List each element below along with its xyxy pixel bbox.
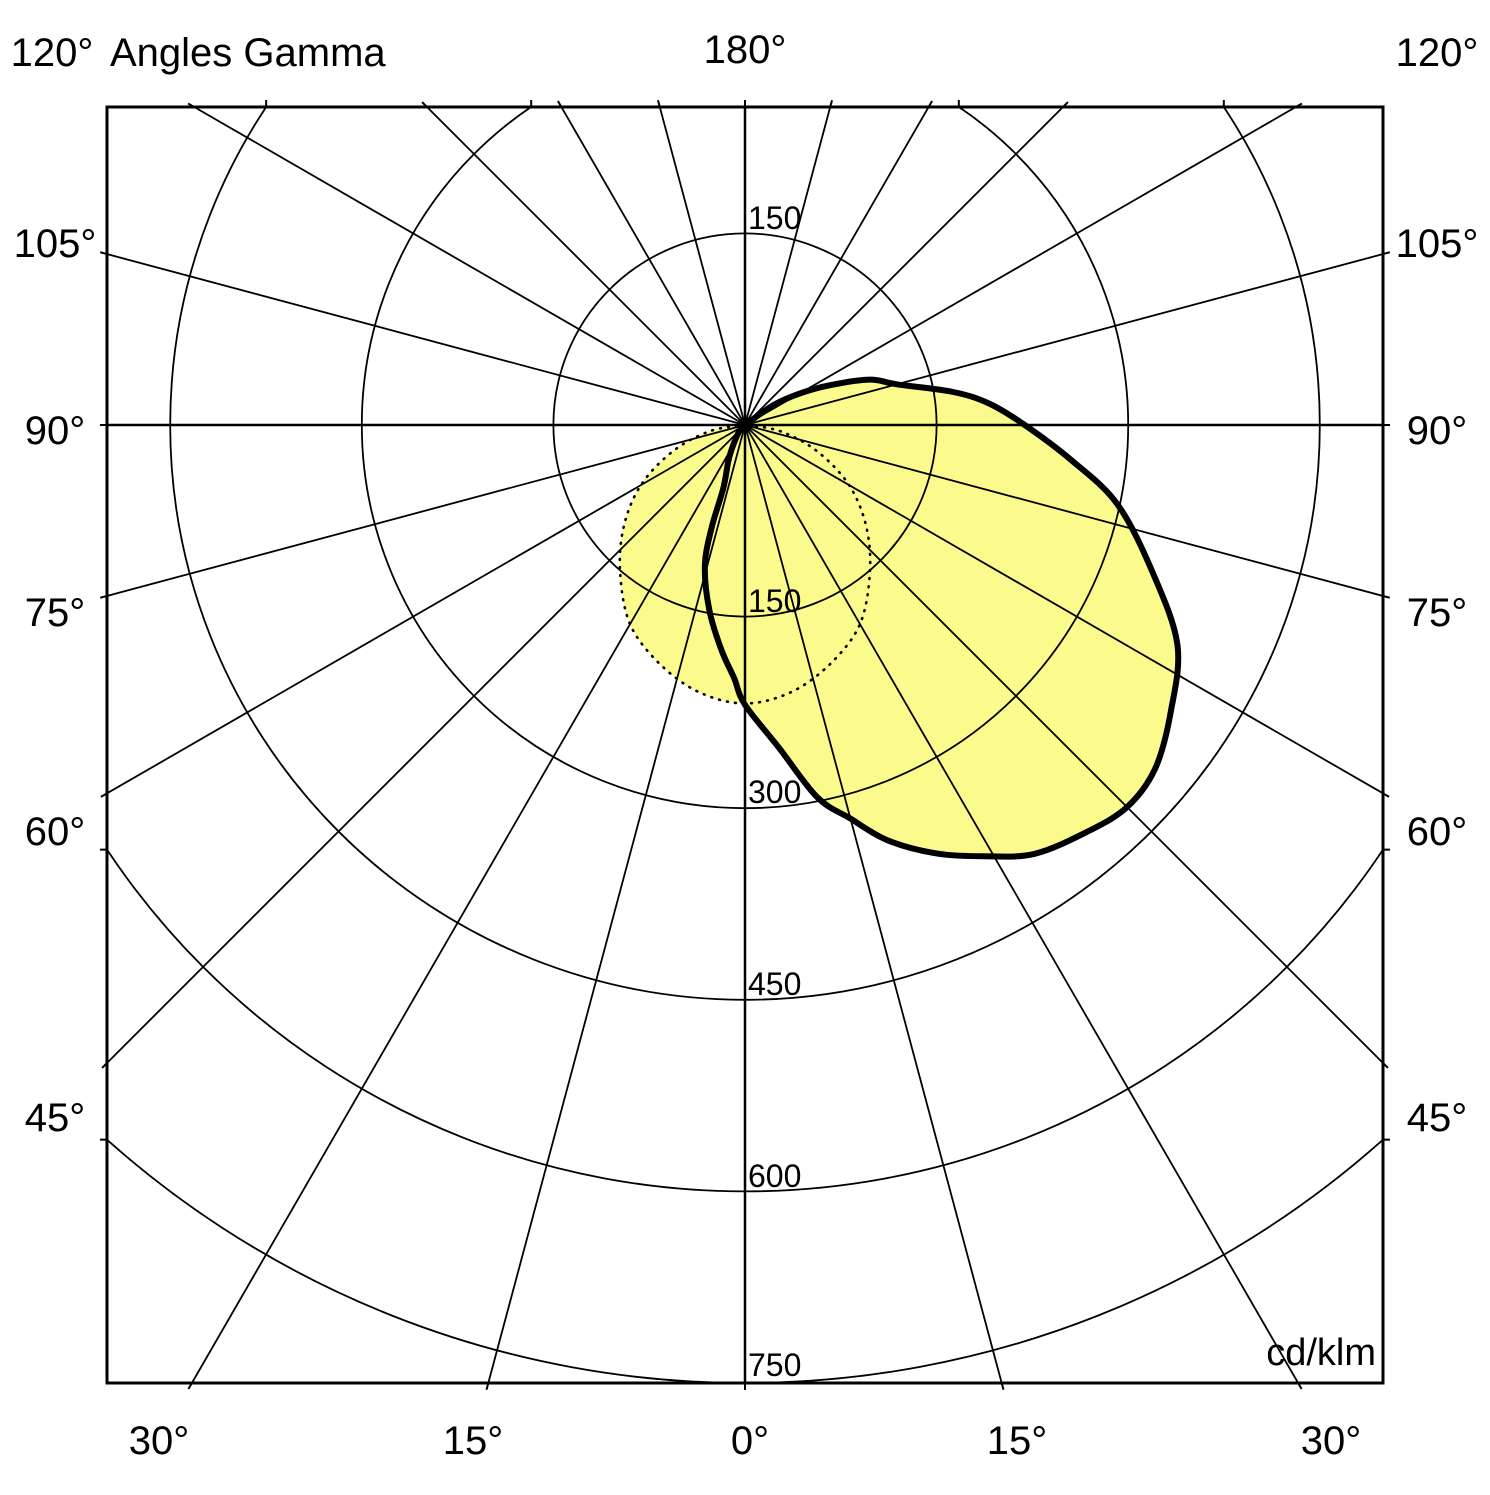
- gamma-grid-line-300: [107, 424, 746, 795]
- gamma-label-left-60: 60°: [25, 810, 86, 854]
- chart-frame: [105, 105, 1385, 1385]
- gamma-grid-line-45: [744, 424, 1383, 1064]
- gamma-grid-line-30: [744, 424, 1299, 1383]
- gamma-label-right-45: 45°: [1407, 1096, 1468, 1140]
- gamma-label-topright-120: 120°: [1396, 31, 1479, 75]
- gamma-grid-line-15: [744, 424, 1003, 1383]
- intensity-ring-150: [552, 232, 938, 618]
- gamma-grid-line-75: [744, 424, 1383, 597]
- gamma-grid-line-330: [191, 424, 746, 1383]
- intensity-curves: [618, 376, 1182, 860]
- gamma-grid-line-135: [744, 107, 1064, 426]
- gamma-label-right-60: 60°: [1407, 810, 1468, 854]
- intensity-fill-layer: [619, 379, 1179, 857]
- gamma-label-bottom-30-left: 30°: [129, 1419, 190, 1463]
- gamma-label-bottom-0: 0°: [731, 1419, 769, 1463]
- ring-label-150-upper: 150: [748, 200, 801, 236]
- gamma-label-topleft-120: 120°: [11, 31, 94, 75]
- gamma-label-left-75: 75°: [25, 591, 86, 635]
- gamma-grid-line-225: [426, 107, 746, 426]
- gamma-label-left-45: 45°: [25, 1096, 86, 1140]
- gamma-label-top-180: 180°: [704, 28, 787, 72]
- gamma-grid-line-165: [744, 107, 832, 426]
- solid-plane-curve: [701, 376, 1182, 860]
- gamma-grid-line-195: [658, 107, 746, 426]
- gamma-label-left-105: 105°: [14, 222, 97, 266]
- intensity-ring-600: [107, 847, 1383, 1193]
- gamma-grid-line-210: [560, 107, 746, 426]
- ring-label-300: 300: [748, 774, 801, 810]
- gamma-grid-line-255: [107, 253, 746, 426]
- gamma-label-right-90: 90°: [1407, 409, 1468, 453]
- ring-label-150-lower: 150: [748, 583, 801, 619]
- gamma-grid-line-150: [744, 107, 930, 426]
- polar-origin-dot: [737, 417, 753, 433]
- chart-title: Angles Gamma: [110, 31, 386, 75]
- ring-label-750: 750: [748, 1347, 801, 1383]
- gamma-label-bottom-15-left: 15°: [443, 1419, 504, 1463]
- gamma-grid-line-315: [107, 424, 746, 1064]
- gamma-grid-line-60: [744, 424, 1383, 795]
- dotted-plane-curve: [618, 423, 872, 705]
- gamma-label-bottom-30-right: 30°: [1301, 1419, 1362, 1463]
- polar-grid: [107, 107, 1383, 1383]
- intensity-ring-300: [361, 107, 1129, 809]
- unit-label: cd/klm: [1266, 1332, 1376, 1374]
- gamma-grid-line-105: [744, 253, 1383, 426]
- gamma-label-right-105: 105°: [1396, 222, 1479, 266]
- intensity-ring-450: [169, 107, 1321, 1001]
- gamma-grid-line-120: [744, 107, 1297, 426]
- ring-label-600: 600: [748, 1158, 801, 1194]
- gamma-label-left-90: 90°: [25, 409, 86, 453]
- gamma-label-bottom-15-right: 15°: [987, 1419, 1048, 1463]
- gamma-label-right-75: 75°: [1407, 591, 1468, 635]
- gamma-grid-line-285: [107, 424, 746, 597]
- ring-label-450: 450: [748, 966, 801, 1002]
- gamma-grid-line-345: [487, 424, 746, 1383]
- gamma-grid-line-240: [193, 107, 746, 426]
